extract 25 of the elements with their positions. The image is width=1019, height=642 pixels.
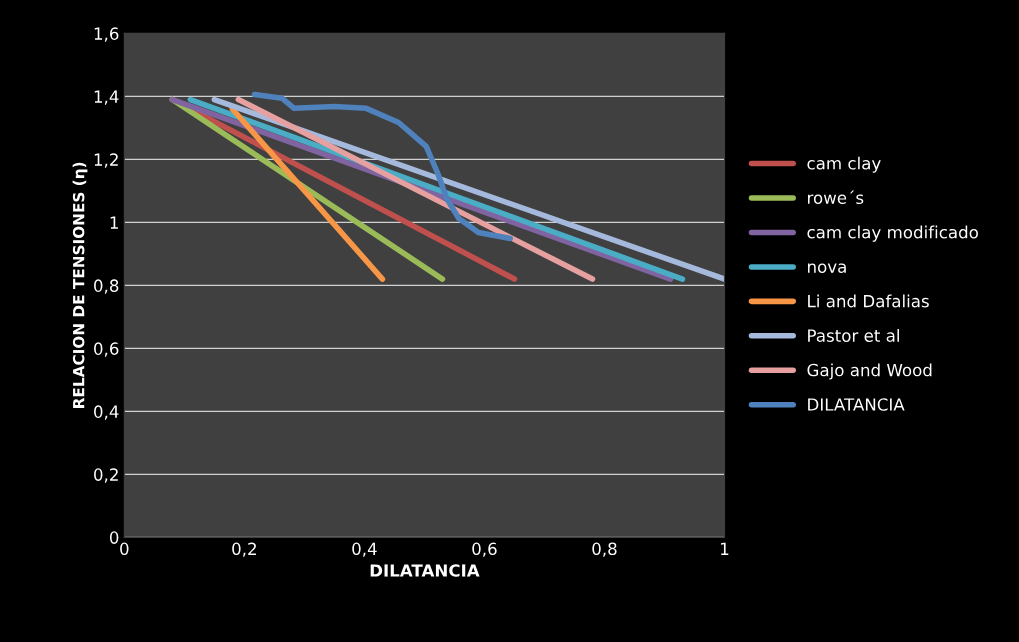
legend-label: Pastor et al bbox=[808, 329, 899, 342]
y-tick-label: 0,6 bbox=[94, 342, 119, 357]
y-tick-label: 0,8 bbox=[94, 279, 119, 294]
y-axis-title: RELACION DE TENSIONES (η) bbox=[72, 162, 88, 408]
x-tick-label: 0 bbox=[120, 542, 129, 556]
y-tick-label: 0,4 bbox=[94, 405, 119, 420]
y-tick-label: 1,4 bbox=[94, 90, 119, 105]
legend-label: Gajo and Wood bbox=[807, 363, 932, 380]
x-tick-label: 0,4 bbox=[352, 542, 377, 557]
legend-label: rowe´s bbox=[808, 190, 864, 205]
x-axis-title: DILATANCIA bbox=[370, 564, 480, 577]
legend-label: Li and Dafalias bbox=[808, 294, 929, 308]
y-tick-label: 0 bbox=[109, 531, 119, 544]
x-tick-label: 0,8 bbox=[592, 542, 617, 557]
y-tick-label: 1,6 bbox=[94, 27, 119, 42]
legend-label: cam clay bbox=[807, 156, 881, 173]
y-tick-label: 1 bbox=[110, 216, 118, 229]
x-tick-label: 1 bbox=[721, 542, 729, 555]
x-tick-label: 0,2 bbox=[232, 542, 256, 557]
x-tick-label: 0,6 bbox=[472, 542, 497, 557]
legend-label: nova bbox=[808, 263, 846, 273]
y-tick-label: 0,2 bbox=[94, 468, 118, 483]
legend-label: DILATANCIA bbox=[808, 398, 905, 411]
y-tick-label: 1,2 bbox=[94, 153, 118, 168]
legend-label: cam clay modificado bbox=[807, 225, 978, 242]
